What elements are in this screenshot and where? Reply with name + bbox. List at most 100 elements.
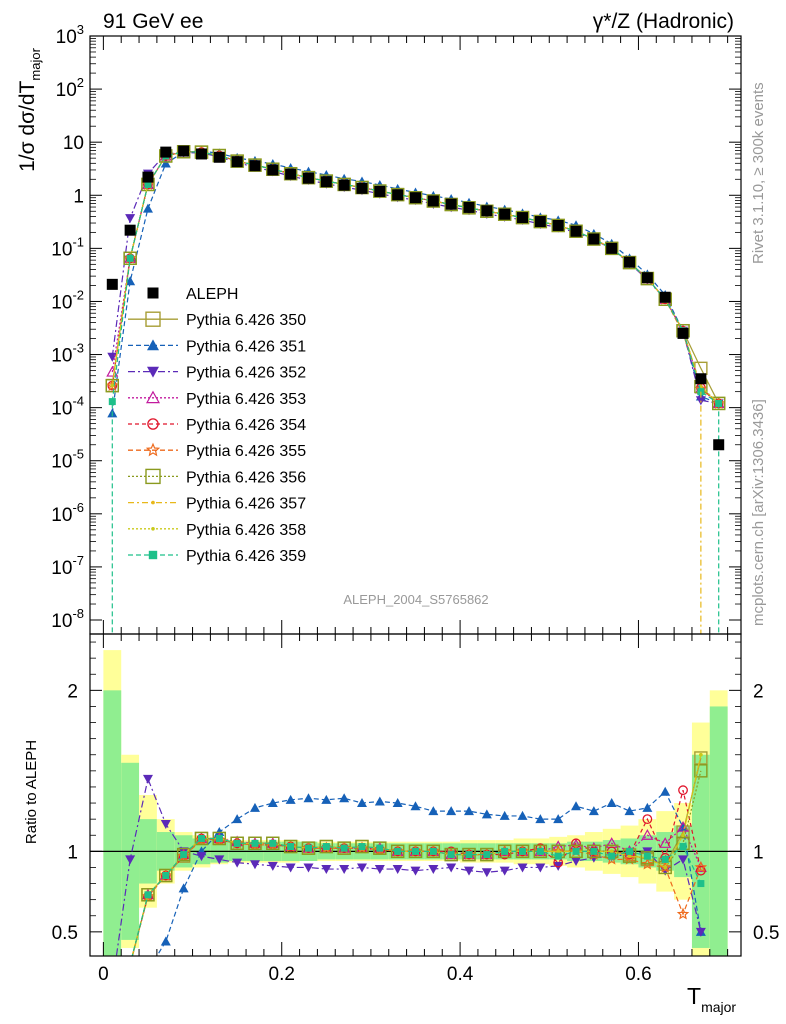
ratio-series-point bbox=[125, 959, 134, 968]
ratio-series-point bbox=[178, 883, 189, 893]
legend-label: Pythia 6.426 350 bbox=[186, 312, 306, 329]
data-point bbox=[427, 195, 439, 207]
legend-label: Pythia 6.426 359 bbox=[186, 548, 306, 565]
legend-label: Pythia 6.426 354 bbox=[186, 417, 306, 434]
series-point bbox=[373, 184, 387, 198]
ratio-series-point bbox=[517, 810, 528, 820]
series-point bbox=[108, 398, 116, 406]
ratio-series-point bbox=[643, 852, 651, 860]
series-point bbox=[480, 204, 494, 218]
series-point bbox=[497, 207, 512, 221]
y-tick-label: 10-6 bbox=[51, 500, 84, 526]
ratio-series-point bbox=[249, 802, 260, 812]
ratio-series-point bbox=[694, 860, 708, 873]
ratio-series-point bbox=[681, 833, 685, 838]
ratio-series-point bbox=[251, 839, 259, 847]
ratio-series-point bbox=[124, 960, 136, 972]
data-point bbox=[302, 172, 314, 184]
ratio-series-point bbox=[232, 858, 243, 868]
ratio-series-point bbox=[446, 806, 457, 816]
series-point bbox=[105, 378, 119, 393]
ratio-y-tick-label: 0.5 bbox=[52, 923, 78, 944]
ratio-series-point bbox=[107, 959, 117, 968]
header-right: γ*/Z (Hadronic) bbox=[593, 10, 734, 33]
x-axis-label: Tmajor bbox=[687, 983, 736, 1015]
legend-item-354: Pythia 6.426 354 bbox=[128, 417, 306, 434]
series-point bbox=[105, 379, 119, 391]
ratio-series-point bbox=[679, 843, 687, 851]
ratio-series-point bbox=[410, 801, 421, 811]
data-point bbox=[588, 233, 600, 245]
data-point bbox=[463, 201, 475, 213]
ratio-series-352 bbox=[115, 774, 706, 956]
ratio-series-354 bbox=[131, 785, 706, 956]
ratio-series-point bbox=[124, 958, 136, 970]
ratio-series-point bbox=[160, 936, 171, 946]
ratio-series-point bbox=[428, 806, 439, 816]
band-inner-bin bbox=[103, 690, 122, 956]
x-tick-label: 0.4 bbox=[447, 964, 474, 985]
ratio-frame bbox=[89, 633, 742, 957]
legend-label: Pythia 6.426 355 bbox=[186, 443, 306, 460]
series-point bbox=[462, 201, 476, 215]
ratio-series-point bbox=[356, 798, 367, 808]
ratio-y-axis: 0.5 0.5 1 1 2 2 bbox=[52, 641, 779, 944]
series-point bbox=[515, 210, 530, 225]
ratio-series-point bbox=[588, 806, 599, 816]
legend-marker bbox=[151, 527, 155, 531]
ratio-series-point bbox=[626, 847, 634, 855]
data-point bbox=[534, 216, 546, 228]
ratio-series-point bbox=[571, 857, 582, 867]
ratio-panel: 0.5 0.5 1 1 2 2 0 0.2 0.4 0.6 bbox=[52, 36, 779, 985]
y-tick-label: 1 bbox=[73, 186, 84, 207]
ratio-series-point bbox=[609, 849, 614, 854]
ratio-series-point bbox=[446, 863, 457, 873]
data-point bbox=[338, 179, 350, 191]
data-point bbox=[481, 205, 493, 217]
legend-item-355: Pythia 6.426 355 bbox=[128, 442, 306, 460]
series-point bbox=[408, 191, 423, 205]
legend-label: Pythia 6.426 353 bbox=[186, 391, 306, 408]
ratio-series-point bbox=[285, 863, 296, 873]
legend-item-359: Pythia 6.426 359 bbox=[128, 548, 306, 565]
ratio-series-point bbox=[162, 872, 170, 879]
ratio-series-point bbox=[697, 880, 705, 888]
legend-label: Pythia 6.426 356 bbox=[186, 469, 306, 486]
series-point bbox=[551, 218, 565, 233]
main-panel: 10-8 10-7 10-6 10-5 10-4 10-3 10-2 10-1 1 10 102 10… bbox=[51, 22, 742, 635]
ratio-series-point bbox=[373, 843, 387, 856]
ratio-series-line bbox=[131, 837, 702, 956]
ratio-series-point bbox=[481, 809, 492, 819]
ratio-series-point bbox=[125, 959, 135, 968]
ratio-ylabel: Ratio to ALEPH bbox=[23, 740, 40, 844]
data-point bbox=[570, 225, 582, 237]
legend: ALEPH Pythia 6.426 350 Pythia 6.426 351 Pyt… bbox=[128, 286, 306, 565]
ratio-series-point bbox=[694, 764, 708, 778]
legend-item-358: Pythia 6.426 358 bbox=[128, 522, 306, 539]
series-point bbox=[426, 194, 441, 208]
ratio-series-point bbox=[125, 855, 136, 865]
ratio-series-point bbox=[499, 866, 510, 876]
ratio-series-point bbox=[214, 827, 225, 837]
series-point bbox=[123, 251, 137, 265]
data-series-aleph bbox=[106, 145, 725, 451]
data-point bbox=[517, 212, 529, 224]
series-point bbox=[569, 224, 583, 238]
ratio-series-point bbox=[249, 860, 260, 870]
ratio-series-point bbox=[374, 796, 385, 806]
ratio-y-tick-label-right: 2 bbox=[753, 681, 764, 702]
ratio-series-point bbox=[269, 839, 277, 847]
ratio-series-point bbox=[358, 843, 366, 851]
ratio-series-point bbox=[412, 847, 419, 855]
legend-item-357: Pythia 6.426 357 bbox=[128, 496, 306, 513]
ratio-series-point bbox=[143, 965, 153, 974]
y-tick-label: 10-5 bbox=[51, 447, 84, 473]
data-point bbox=[499, 208, 511, 220]
ratio-series-point bbox=[571, 801, 582, 811]
series-point bbox=[604, 241, 619, 256]
ratio-series-point bbox=[695, 865, 706, 876]
x-tick-label: 0.6 bbox=[625, 964, 651, 985]
ratio-series-point bbox=[127, 961, 134, 968]
analysis-id: ALEPH_2004_S5765862 bbox=[343, 592, 488, 607]
legend-label: Pythia 6.426 357 bbox=[186, 496, 306, 513]
